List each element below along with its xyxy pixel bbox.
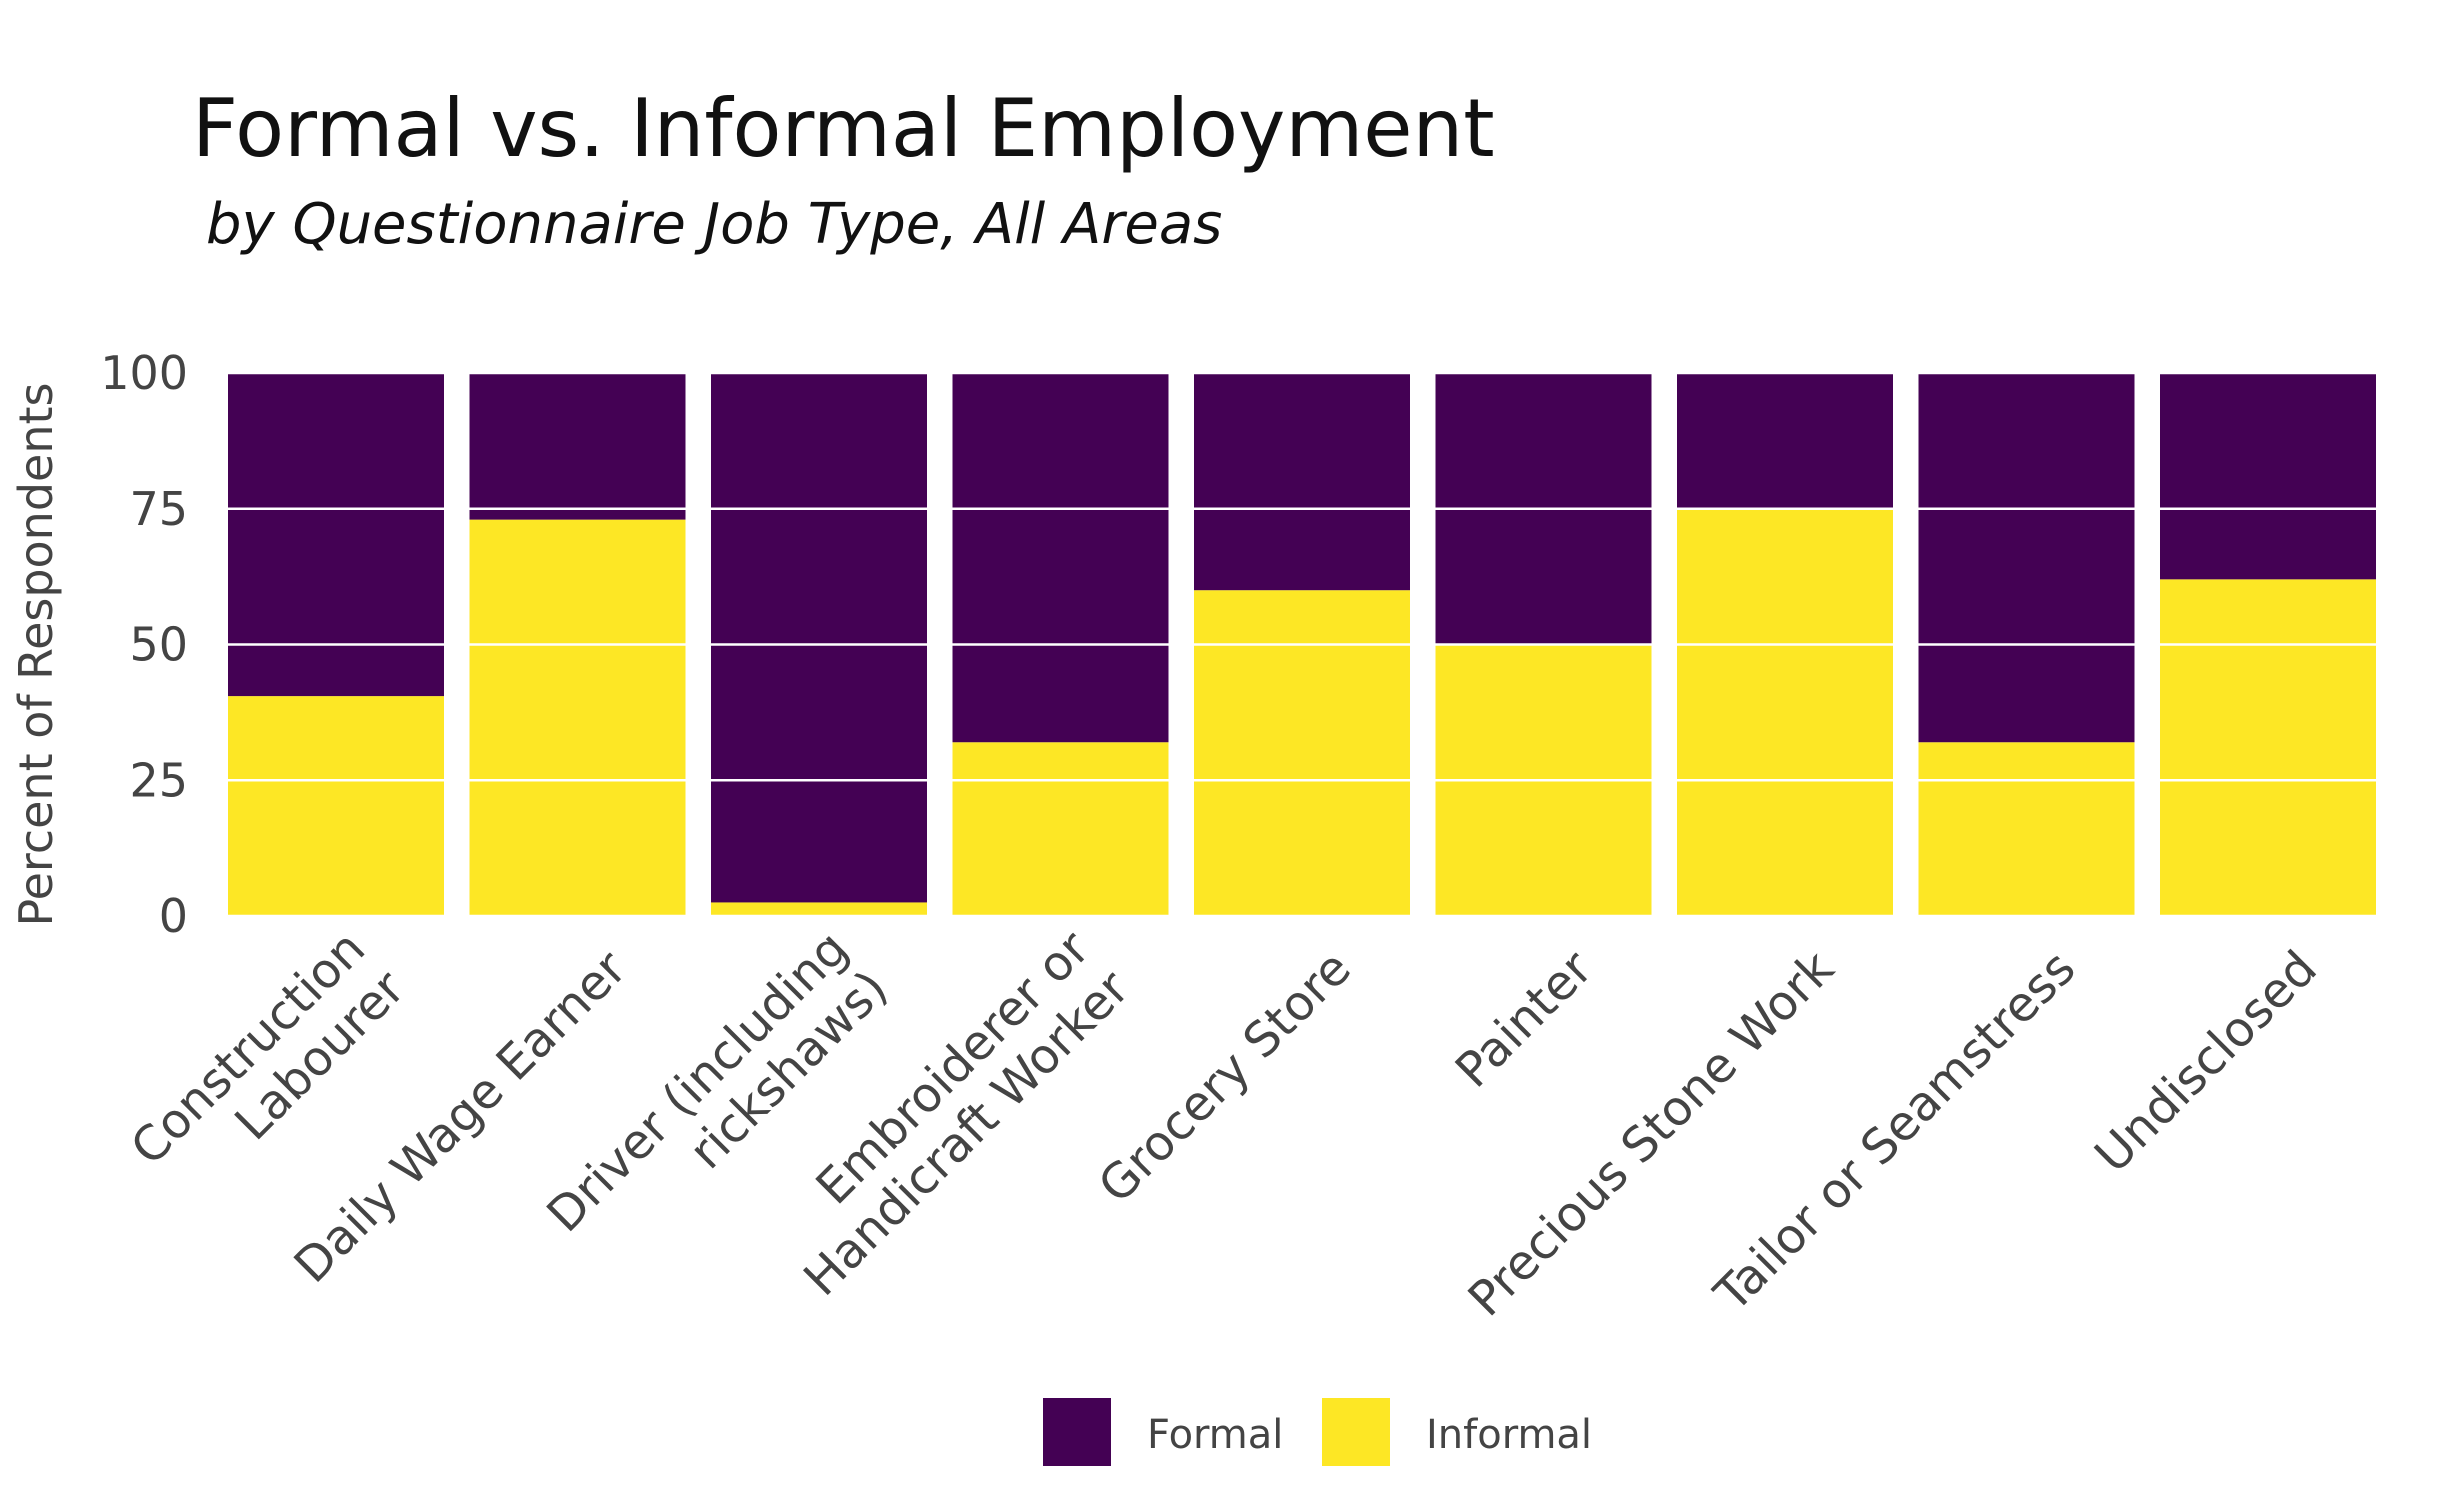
y-tick-label: 25 — [129, 753, 188, 807]
bars — [228, 373, 2376, 916]
legend-swatch-informal — [1322, 1398, 1390, 1466]
bar-formal — [952, 373, 1169, 743]
y-tick-label: 0 — [159, 889, 188, 943]
legend-label-formal: Formal — [1147, 1412, 1283, 1458]
bar-formal — [228, 373, 444, 697]
bar-formal — [711, 373, 927, 903]
x-tick-label: Grocery Store — [1088, 940, 1362, 1214]
bar-informal — [1677, 508, 1893, 916]
bar-formal — [1677, 373, 1893, 509]
bar-formal — [1194, 373, 1410, 591]
chart-title: Formal vs. Informal Employment — [192, 82, 1495, 175]
legend-label-informal: Informal — [1426, 1412, 1592, 1458]
bar-informal — [1194, 590, 1410, 916]
x-tick-label: Painter — [1445, 940, 1604, 1099]
bar-informal — [2160, 579, 2376, 916]
legend-swatch-formal — [1043, 1398, 1111, 1466]
bar-informal — [1918, 742, 2135, 916]
bar-formal — [2160, 373, 2376, 580]
legend: Formal Informal — [1043, 1398, 1592, 1466]
y-tick-label: 75 — [129, 482, 188, 536]
bar-informal — [952, 742, 1169, 916]
y-tick-label: 100 — [100, 346, 188, 400]
y-tick-label: 50 — [129, 618, 188, 672]
y-axis-title: Percent of Respondents — [9, 383, 63, 927]
bar-informal — [711, 902, 927, 916]
gridlines — [222, 371, 2382, 918]
x-tick-label: Undisclosed — [2084, 940, 2328, 1184]
bar-informal — [228, 696, 444, 916]
chart-subtitle: by Questionnaire Job Type, All Areas — [206, 192, 1223, 257]
bar-formal — [469, 373, 686, 520]
bar-informal — [469, 519, 686, 916]
bar-formal — [1918, 373, 2135, 743]
